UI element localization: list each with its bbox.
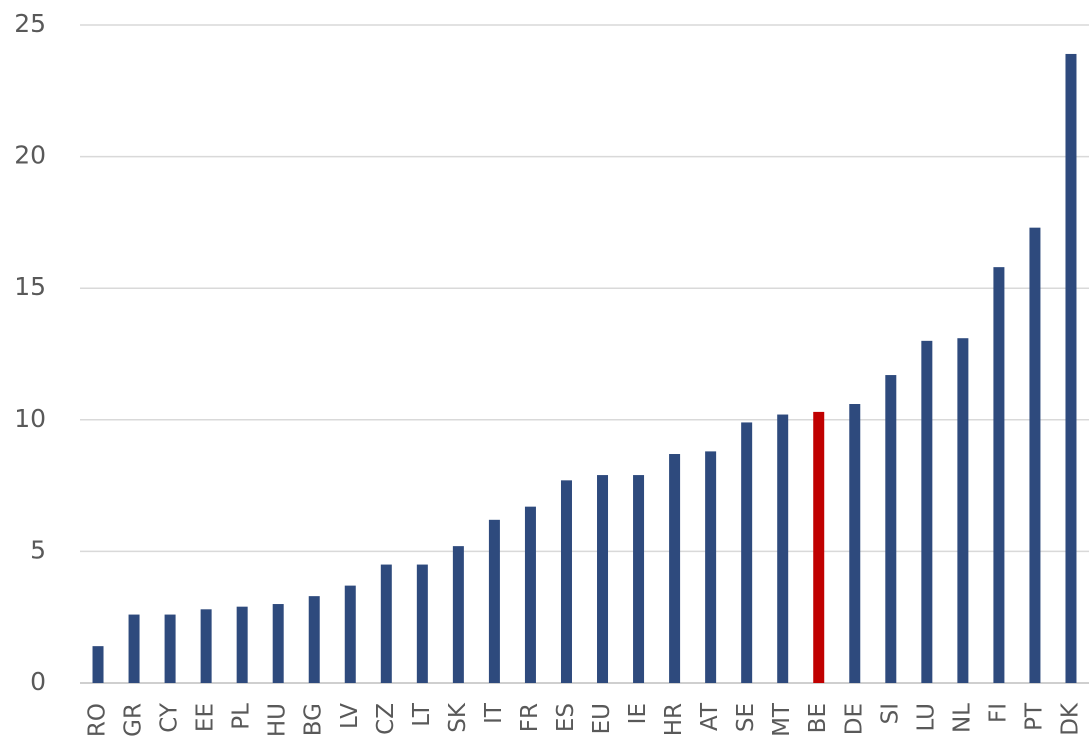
x-tick-label: LU	[913, 703, 939, 732]
x-tick-label: GR	[121, 703, 147, 737]
bar	[200, 609, 212, 683]
x-tick-label: BG	[301, 703, 327, 736]
bar	[452, 546, 464, 683]
x-tick-label: SK	[445, 702, 471, 733]
bar	[416, 564, 428, 683]
y-tick-label: 5	[30, 535, 46, 564]
x-tick-label: AT	[697, 702, 723, 731]
y-tick-label: 15	[14, 272, 46, 301]
x-tick-label: RO	[85, 703, 111, 737]
x-tick-label: DE	[841, 703, 867, 735]
bar	[488, 519, 500, 683]
bar	[164, 614, 176, 683]
x-tick-label: EE	[193, 703, 219, 732]
bar	[669, 454, 681, 683]
x-tick-label: FR	[517, 703, 543, 732]
bar	[236, 606, 248, 683]
x-tick-label: EU	[589, 703, 615, 734]
y-tick-label: 20	[14, 141, 46, 170]
bar	[1029, 227, 1041, 683]
bar	[885, 375, 897, 683]
x-tick-label: LT	[409, 702, 435, 727]
bar	[777, 414, 789, 683]
bar	[272, 604, 284, 683]
x-tick-label: DK	[1057, 702, 1083, 736]
x-tick-label: FI	[985, 703, 1011, 723]
bar	[1065, 53, 1077, 683]
bar	[633, 475, 645, 683]
bar	[993, 267, 1005, 683]
y-tick-label: 10	[14, 404, 46, 433]
bar	[813, 411, 825, 683]
x-tick-label: SI	[877, 703, 903, 724]
bar	[741, 422, 753, 683]
x-tick-label: MT	[769, 702, 795, 737]
bar	[92, 646, 104, 683]
x-tick-label: NL	[949, 703, 975, 733]
x-tick-label: CY	[157, 702, 183, 733]
bar	[705, 451, 717, 683]
bar	[957, 338, 969, 683]
bar	[524, 506, 536, 683]
bar	[597, 475, 609, 683]
x-tick-label: PT	[1021, 702, 1047, 731]
bar	[308, 596, 320, 683]
x-tick-label: BE	[805, 703, 831, 733]
bar	[921, 340, 933, 683]
x-tick-label: CZ	[373, 703, 399, 735]
x-tick-label: IE	[625, 703, 651, 724]
bar	[560, 480, 572, 683]
bar	[380, 564, 392, 683]
x-tick-label: IT	[481, 702, 507, 724]
bar	[128, 614, 140, 683]
x-tick-label: ES	[553, 703, 579, 732]
x-tick-label: PL	[229, 703, 255, 730]
y-tick-label: 0	[30, 667, 46, 696]
y-tick-label: 25	[14, 9, 46, 38]
x-tick-label: SE	[733, 703, 759, 732]
x-tick-label: HR	[661, 703, 687, 736]
bar	[849, 404, 861, 683]
bar	[344, 585, 356, 683]
x-tick-label: HU	[265, 703, 291, 737]
x-tick-label: LV	[337, 703, 363, 729]
